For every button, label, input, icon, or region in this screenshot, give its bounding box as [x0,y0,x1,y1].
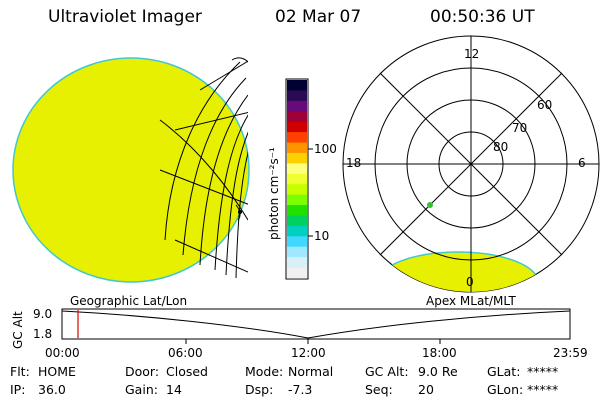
glon-value: ***** [527,382,559,397]
door-label: Door: [125,364,160,379]
colorbar-segment [287,257,307,269]
gc-alt-value: 9.0 Re [418,364,458,379]
subsolar-marker [238,210,242,214]
door-value: Closed [166,364,208,379]
glat-label: GLat: [487,364,521,379]
dsp-label: Dsp: [245,382,274,397]
seq-value: 20 [418,382,434,397]
lat-lon-grid [159,57,248,279]
mlat-label-70: 70 [512,121,528,135]
flt-label: Flt: [10,364,30,379]
earth-disk-image [12,57,250,283]
colorbar-segment [287,173,307,185]
satellite-marker [427,202,433,208]
mlt-label-18: 18 [346,156,362,170]
apex-caption: Apex MLat/MLT [426,294,516,308]
colorbar-segment [287,215,307,227]
mlat-label-80: 80 [493,140,509,154]
colorbar-segment [287,225,307,237]
colorbar [285,78,313,280]
xtick-0000: 00:00 [45,346,80,360]
colorbar-segment [287,121,307,133]
date-label: 02 Mar 07 [275,7,362,27]
glat-value: ***** [527,364,559,379]
colorbar-segment [287,184,307,196]
gc-alt-label: GC Alt: [365,364,409,379]
colorbar-segment [287,90,307,102]
flt-value: HOME [38,364,76,379]
colorbar-segment [287,100,307,112]
ip-value: 36.0 [38,382,66,397]
glon-label: GLon: [487,382,524,397]
altitude-ylabel: GC Alt [11,311,25,349]
xtick-1800: 18:00 [422,346,457,360]
time-label: 00:50:36 UT [430,7,535,27]
seq-label: Seq: [365,382,393,397]
colorbar-segment [287,132,307,144]
gain-value: 14 [166,382,182,397]
colorbar-tick-100: 100 [314,142,337,156]
altitude-plot [61,308,571,344]
colorbar-segment [287,152,307,164]
polar-plot [342,35,600,293]
xtick-1200: 12:00 [291,346,326,360]
dsp-value: -7.3 [288,382,313,397]
altitude-ytick-1-8: 1.8 [33,327,53,341]
mlt-label-12: 12 [464,47,480,61]
mlt-label-0: 0 [466,275,474,289]
mlt-diagonal-2 [379,72,563,256]
ip-label: IP: [10,382,26,397]
mlt-label-6: 6 [578,156,586,170]
mlat-label-60: 60 [537,98,553,112]
colorbar-tick-10: 10 [314,229,330,243]
mode-label: Mode: [245,364,284,379]
colorbar-segment [287,236,307,248]
colorbar-segment [287,163,307,175]
colorbar-unit-label: photon cm⁻²s⁻¹ [267,147,281,240]
colorbar-segment [287,111,307,123]
geographic-caption: Geographic Lat/Lon [70,294,188,308]
colorbar-segment [287,142,307,154]
mode-value: Normal [288,364,334,379]
geographic-image-panel [12,57,250,283]
altitude-ytick-9: 9.0 [33,307,53,321]
colorbar-segment [287,205,307,217]
altitude-plot-frame [61,308,571,340]
xtick-2359: 23:59 [553,346,588,360]
altitude-curve [61,310,571,339]
colorbar-segment [287,194,307,206]
colorbar-segment [287,80,307,92]
colorbar-segment [287,267,307,279]
instrument-title: Ultraviolet Imager [48,7,202,27]
gain-label: Gain: [125,382,158,397]
colorbar-segment [287,246,307,258]
xtick-0600: 06:00 [168,346,203,360]
